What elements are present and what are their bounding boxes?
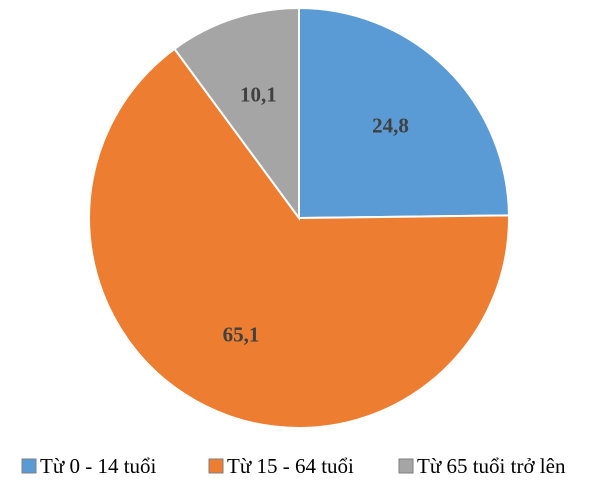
- legend-swatch-1: [21, 458, 37, 474]
- legend-label-2: Từ 15 - 64 tuổi: [227, 454, 354, 478]
- legend-item-3: Từ 65 tuổi trở lên: [398, 454, 566, 478]
- pie-slices: [88, 6, 510, 429]
- legend-label-1: Từ 0 - 14 tuổi: [40, 454, 157, 478]
- legend-swatch-2: [208, 458, 224, 474]
- pie-slice-2: [88, 47, 510, 429]
- legend: Từ 0 - 14 tuổi Từ 15 - 64 tuổi Từ 65 tuổi …: [21, 454, 566, 478]
- pie-slice-3: [173, 6, 300, 222]
- legend-item-2: Từ 15 - 64 tuổi: [208, 454, 354, 478]
- data-label-3: 10,1: [240, 82, 277, 106]
- data-label-2: 65,1: [223, 323, 260, 347]
- pie-slice-1: [298, 6, 510, 220]
- legend-item-1: Từ 0 - 14 tuổi: [21, 454, 157, 478]
- legend-swatch-3: [398, 458, 414, 474]
- legend-label-3: Từ 65 tuổi trở lên: [417, 454, 566, 478]
- pie-data-labels: 24,8 65,1 10,1: [223, 82, 409, 346]
- data-label-1: 24,8: [372, 113, 409, 137]
